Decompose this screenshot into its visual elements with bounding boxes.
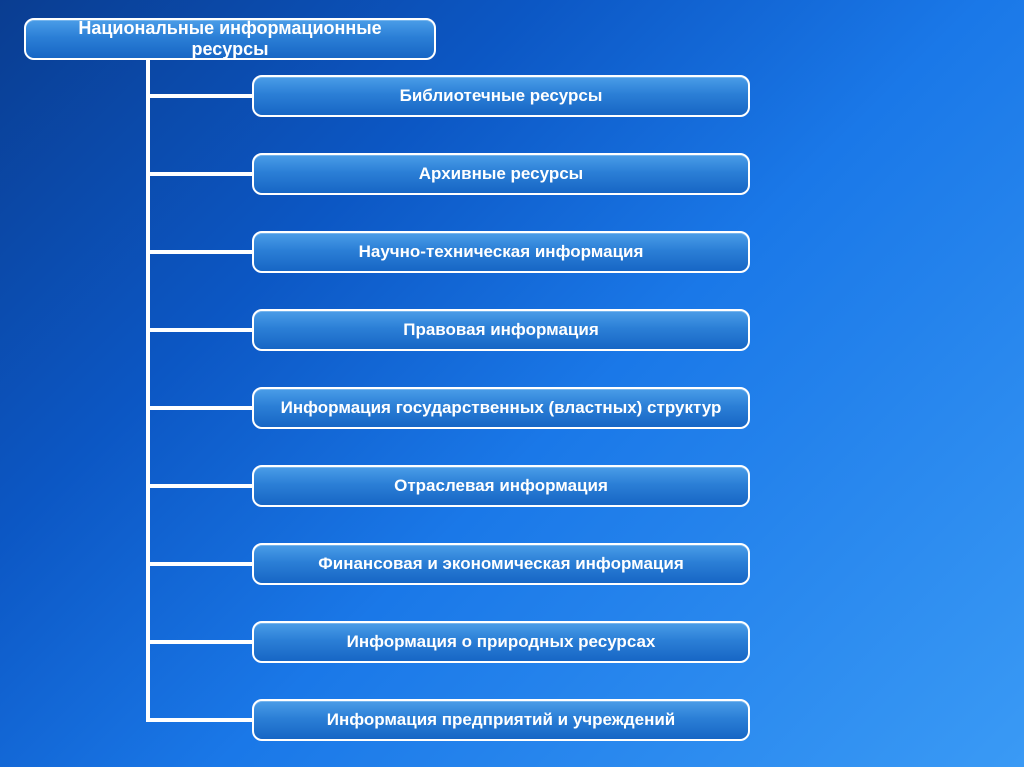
trunk-connector xyxy=(146,60,150,722)
root-node: Национальные информационные ресурсы xyxy=(24,18,436,60)
child-node: Информация о природных ресурсах xyxy=(252,621,750,663)
child-node: Библиотечные ресурсы xyxy=(252,75,750,117)
child-node: Правовая информация xyxy=(252,309,750,351)
child-node: Информация предприятий и учреждений xyxy=(252,699,750,741)
child-node: Архивные ресурсы xyxy=(252,153,750,195)
branch-connector xyxy=(148,562,252,566)
child-node: Информация государственных (властных) ст… xyxy=(252,387,750,429)
branch-connector xyxy=(148,94,252,98)
branch-connector xyxy=(148,406,252,410)
child-node: Отраслевая информация xyxy=(252,465,750,507)
branch-connector xyxy=(148,172,252,176)
branch-connector xyxy=(148,718,252,722)
branch-connector xyxy=(148,484,252,488)
child-node: Научно-техническая информация xyxy=(252,231,750,273)
child-node: Финансовая и экономическая информация xyxy=(252,543,750,585)
branch-connector xyxy=(148,328,252,332)
branch-connector xyxy=(148,250,252,254)
branch-connector xyxy=(148,640,252,644)
